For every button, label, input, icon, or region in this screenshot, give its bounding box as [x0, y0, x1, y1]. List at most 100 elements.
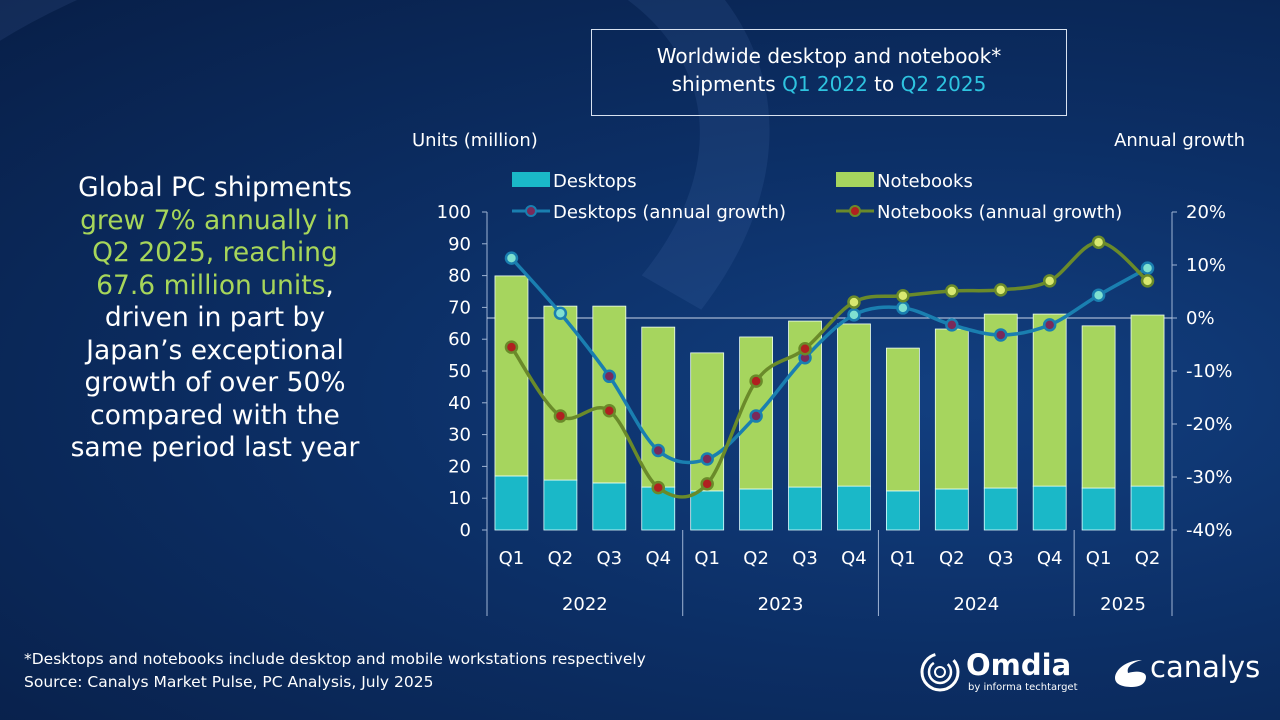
chart-title-to: to	[867, 72, 901, 96]
canalys-logo-icon	[1115, 660, 1146, 687]
y-tick-label: 0	[460, 520, 471, 541]
desktop-growth-marker	[504, 251, 519, 265]
bar-desktops	[1032, 485, 1067, 531]
legend: Desktops Notebooks Desktops (annual grow…	[512, 171, 1122, 223]
notebook-growth-marker	[602, 404, 617, 418]
desktop-growth-marker	[1042, 318, 1057, 332]
bar-notebooks	[641, 326, 676, 488]
bar-desktops	[543, 479, 578, 531]
y-tick-label: 90	[448, 234, 471, 255]
footnote: *Desktops and notebooks include desktop …	[24, 650, 646, 668]
headline-line: growth of over 50%	[84, 367, 346, 398]
chart-title-text: shipments	[671, 72, 783, 96]
year-label: 2025	[1100, 594, 1146, 615]
y2-tick-label: 0%	[1186, 308, 1215, 329]
year-label: 2023	[758, 594, 804, 615]
notebook-growth-marker	[651, 480, 665, 495]
headline-line: grew 7% annually in	[80, 204, 350, 236]
footer: *Desktops and notebooks include desktop …	[24, 648, 646, 694]
source-note: Source: Canalys Market Pulse, PC Analysi…	[24, 673, 434, 691]
desktop-growth-marker	[651, 443, 665, 458]
legend-swatch-desktops	[512, 172, 550, 187]
desktop-growth-marker	[847, 308, 861, 322]
chart-title: Worldwide desktop and notebook* shipment…	[591, 29, 1067, 116]
desktop-growth-marker	[749, 409, 763, 423]
legend-desktop-growth: Desktops (annual growth)	[553, 202, 786, 223]
legend-notebooks: Notebooks	[877, 171, 973, 192]
y-tick-label: 10	[448, 488, 471, 509]
year-label: 2024	[953, 594, 999, 615]
notebook-growth-marker	[1091, 235, 1106, 249]
notebook-growth-marker	[945, 284, 959, 298]
y-tick-label: 70	[448, 297, 471, 318]
y-tick-label: 50	[448, 361, 471, 382]
y-tick-label: 20	[448, 456, 471, 477]
headline: Global PC shipments grew 7% annually in …	[20, 172, 410, 465]
headline-line: 67.6 million units	[96, 269, 326, 301]
x-tick-label: Q2	[743, 548, 769, 569]
headline-line: Japan’s exceptional	[86, 334, 344, 366]
bar-desktops	[1130, 485, 1165, 531]
y-axis-label: Units (million)	[412, 130, 538, 151]
desktop-growth-marker	[994, 328, 1008, 342]
desktop-growth-marker	[602, 369, 617, 384]
notebook-growth-marker	[700, 477, 714, 491]
omdia-logo-sub: by informa techtarget	[968, 682, 1078, 693]
desktop-growth-marker	[1140, 261, 1155, 275]
year-label: 2022	[562, 594, 608, 615]
y2-tick-label: -20%	[1186, 414, 1233, 435]
legend-notebook-growth: Notebooks (annual growth)	[877, 202, 1122, 223]
bar-notebooks	[983, 313, 1018, 489]
x-tick-label: Q2	[548, 548, 574, 569]
y2-tick-label: -10%	[1186, 361, 1233, 382]
x-tick-label: Q2	[939, 548, 965, 569]
y-tick-label: 80	[448, 266, 471, 287]
x-tick-label: Q1	[499, 548, 525, 569]
notebook-growth-marker	[1140, 274, 1155, 288]
x-tick-label: Q4	[841, 548, 867, 569]
headline-line: compared with the	[90, 399, 340, 431]
bar-desktops	[592, 482, 627, 531]
canalys-logo-text: canalys	[1150, 650, 1261, 684]
y-tick-label: 40	[448, 393, 471, 414]
notebook-growth-marker	[994, 283, 1008, 297]
x-tick-label: Q1	[890, 548, 916, 569]
notebook-growth-marker	[798, 341, 812, 356]
desktop-growth-marker	[896, 301, 910, 315]
desktop-growth-marker	[1091, 288, 1106, 302]
headline-line: Global PC shipments	[78, 172, 352, 203]
bar-desktops	[1081, 487, 1116, 531]
y2-tick-label: -40%	[1186, 520, 1233, 541]
legend-marker-desktop-growth	[525, 205, 537, 217]
y-tick-label: 30	[448, 425, 471, 446]
headline-line: Q2 2025, reaching	[92, 237, 338, 268]
desktop-growth-marker	[700, 452, 714, 466]
y2-tick-label: -30%	[1186, 467, 1233, 488]
y-tick-label: 60	[448, 329, 471, 350]
bar-desktops	[494, 475, 529, 531]
chart-title-end: Q2 2025	[900, 72, 987, 96]
headline-line: same period last year	[70, 432, 360, 463]
notebook-growth-marker	[749, 374, 763, 388]
notebook-growth-marker	[553, 409, 568, 423]
y2-axis-label: Annual growth	[1114, 130, 1245, 151]
legend-swatch-notebooks	[836, 172, 874, 187]
headline-punct: ,	[325, 269, 334, 301]
chart-title-line1: Worldwide desktop and notebook*	[656, 44, 1002, 68]
bar-desktops	[934, 488, 969, 531]
bar-notebooks	[494, 275, 529, 477]
bar-desktops	[837, 485, 871, 531]
bar-notebooks	[837, 323, 871, 487]
x-tick-label: Q2	[1135, 548, 1161, 569]
omdia-logo-icon	[920, 652, 960, 692]
legend-desktops: Desktops	[553, 171, 637, 192]
desktop-growth-marker	[945, 318, 959, 332]
bar-notebooks	[1081, 325, 1116, 489]
legend-marker-notebook-growth	[849, 205, 861, 217]
bar-notebooks	[1032, 313, 1067, 487]
x-tick-label: Q3	[988, 548, 1014, 569]
notebook-growth-marker	[896, 288, 910, 303]
notebook-growth-marker	[847, 295, 861, 309]
x-tick-label: Q1	[1086, 548, 1112, 569]
